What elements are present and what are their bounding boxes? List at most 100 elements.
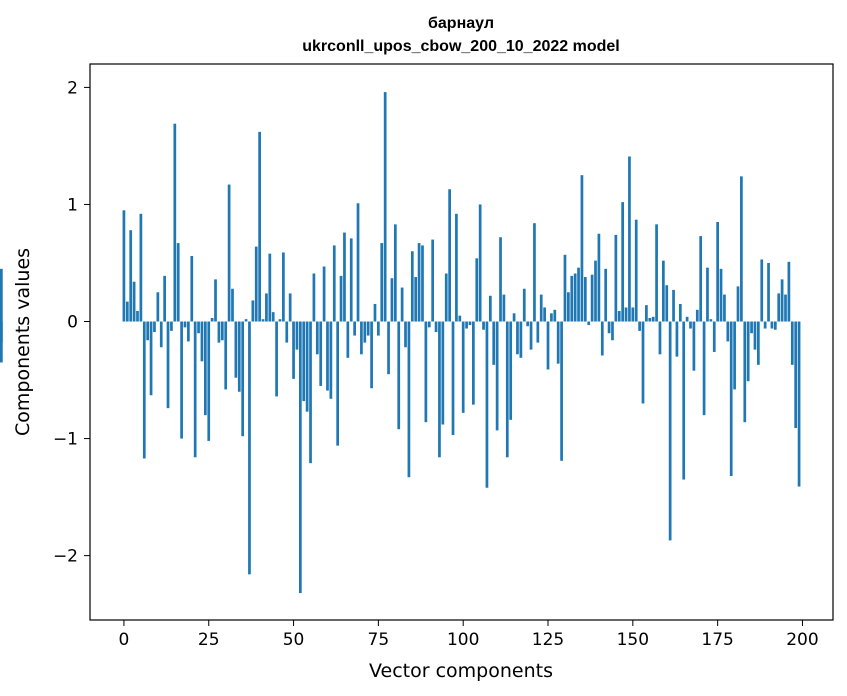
bar-187: [757, 321, 760, 365]
bar-34: [237, 321, 241, 392]
bar-176: [719, 268, 723, 322]
bar-3: [132, 281, 136, 322]
bar-18: [183, 321, 187, 328]
bar-101: [465, 321, 468, 329]
bar-69: [356, 203, 360, 322]
bar-89: [424, 321, 428, 423]
bar-179: [729, 321, 733, 477]
bar-181: [736, 286, 740, 322]
x-tick-label: 50: [283, 630, 305, 650]
bar-149: [628, 156, 631, 322]
bar-5: [139, 213, 143, 322]
bar-184: [746, 321, 750, 382]
bar-133: [573, 273, 577, 322]
bar-83: [404, 321, 407, 348]
bar-1: [125, 301, 129, 322]
bar-67: [349, 238, 353, 322]
bar-59: [322, 266, 326, 322]
x-tick-label: 150: [617, 630, 649, 650]
bar-106: [482, 321, 485, 330]
bar-56: [312, 273, 316, 322]
y-tick-label: 0: [67, 313, 78, 333]
bar-72: [366, 321, 370, 336]
x-tick-label: 25: [198, 630, 220, 650]
bar-122: [536, 321, 540, 343]
x-tick-label: 0: [119, 630, 130, 650]
bar-14: [170, 321, 173, 331]
bar-159: [662, 260, 665, 322]
y-tick-label: 2: [67, 78, 78, 98]
bar-197: [790, 321, 794, 365]
bar-95: [444, 273, 448, 322]
bar-194: [780, 279, 784, 322]
bars-group: [0, 92, 801, 594]
bar-155: [648, 318, 652, 322]
bar-130: [563, 254, 567, 322]
bar-193: [777, 293, 781, 322]
bar-98: [455, 213, 458, 322]
bar-102: [468, 321, 472, 326]
bar-161: [668, 321, 672, 541]
bar-71: [363, 321, 367, 343]
bar-28: [217, 321, 221, 343]
bar-78: [387, 321, 390, 375]
bar-167: [689, 321, 692, 329]
bar-140: [597, 233, 601, 322]
chart-title: барнаул: [428, 15, 494, 32]
bar-26: [210, 318, 214, 322]
bar-77: [383, 92, 387, 322]
bar-17: [180, 321, 183, 439]
bar-124: [543, 307, 546, 322]
bar-100: [461, 321, 465, 413]
bar-24: [203, 321, 207, 416]
bar-126: [550, 313, 553, 322]
bar-142: [604, 268, 608, 322]
bar-73: [370, 321, 373, 389]
bar-116: [516, 321, 519, 355]
bar-91: [431, 239, 435, 322]
bar-183: [743, 321, 747, 423]
bar-139: [594, 260, 597, 322]
bar-undefined: [0, 268, 3, 322]
bar-192: [773, 321, 777, 330]
bar-68: [353, 321, 356, 336]
bar-48: [285, 321, 289, 343]
bar-182: [740, 176, 743, 322]
bar-35: [241, 321, 245, 437]
bar-97: [451, 321, 455, 436]
bar-177: [723, 294, 726, 322]
bar-66: [346, 321, 350, 358]
bar-111: [499, 237, 502, 322]
bar-85: [410, 251, 414, 322]
bar-172: [706, 267, 709, 322]
bar-113: [505, 321, 509, 458]
bar-136: [583, 277, 587, 322]
bar-121: [533, 223, 536, 322]
bar-127: [553, 309, 557, 322]
bar-39: [254, 246, 258, 322]
bar-165: [682, 321, 686, 480]
bar-103: [472, 321, 475, 405]
bar-61: [329, 321, 333, 399]
bar-169: [695, 309, 699, 322]
bar-74: [373, 303, 377, 322]
bar-16: [176, 243, 180, 322]
bar-86: [414, 277, 418, 322]
bar-185: [750, 321, 753, 334]
bar-175: [716, 222, 719, 322]
bar-141: [600, 321, 604, 356]
bar-11: [159, 321, 163, 348]
bar-112: [502, 294, 506, 322]
bar-195: [784, 294, 787, 322]
bar-148: [624, 307, 628, 322]
bar-96: [448, 189, 451, 322]
bar-110: [495, 321, 499, 431]
x-tick-label: 125: [532, 630, 564, 650]
bar-51: [295, 321, 299, 350]
bar-53: [302, 321, 306, 402]
x-tick-label: 175: [701, 630, 733, 650]
bar-90: [427, 321, 431, 328]
bar-198: [794, 321, 798, 429]
bar-168: [692, 321, 696, 371]
y-axis-label: Components values: [12, 248, 34, 436]
